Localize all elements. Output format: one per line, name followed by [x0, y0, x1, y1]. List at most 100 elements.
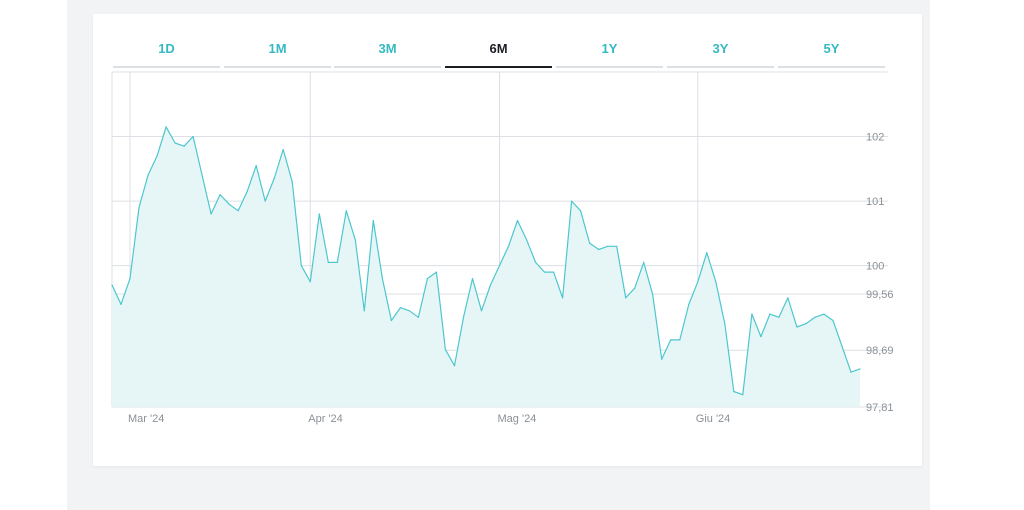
data-point [589, 242, 591, 244]
data-point [553, 271, 555, 273]
data-point [778, 316, 780, 318]
data-point [850, 371, 852, 373]
data-point [516, 219, 519, 222]
data-point [796, 326, 798, 328]
data-point [399, 307, 401, 309]
data-point [183, 145, 185, 147]
data-point [147, 174, 149, 176]
data-point [724, 323, 726, 325]
data-point [489, 284, 492, 286]
x-tick-label: Mag '24 [498, 413, 537, 425]
data-point [769, 313, 771, 315]
data-point [480, 310, 483, 312]
data-point [111, 284, 113, 286]
data-point [390, 319, 392, 322]
data-point [282, 148, 284, 151]
data-point [715, 281, 717, 283]
data-point [634, 287, 636, 289]
data-point [426, 278, 428, 280]
data-point [219, 194, 221, 196]
x-tick-label: Giu '24 [696, 413, 731, 425]
data-point [859, 368, 861, 370]
data-point [670, 339, 672, 341]
data-point [444, 349, 446, 351]
data-point [805, 323, 807, 325]
tab-6m[interactable]: 6M [445, 36, 552, 68]
data-point [408, 310, 410, 312]
data-point [580, 210, 582, 212]
data-point [760, 336, 762, 338]
data-point [688, 303, 690, 305]
data-point [174, 142, 176, 144]
data-point [733, 390, 735, 393]
data-point [571, 200, 573, 202]
data-point [507, 245, 510, 247]
data-point [255, 165, 257, 167]
data-point [832, 319, 834, 322]
data-point [291, 181, 293, 183]
data-point [652, 294, 654, 296]
data-point [616, 245, 618, 247]
tab-1y[interactable]: 1Y [556, 36, 663, 68]
data-point [787, 297, 789, 299]
data-point [417, 316, 419, 318]
data-point [706, 252, 708, 254]
data-point [192, 135, 194, 138]
data-point [742, 394, 744, 396]
y-tick-label: 98,69 [866, 345, 894, 357]
data-point [363, 310, 365, 312]
data-point [228, 203, 230, 205]
data-point [120, 303, 122, 305]
series-area [112, 126, 860, 408]
data-point [679, 339, 681, 341]
data-point [814, 316, 816, 318]
data-point [354, 239, 356, 241]
period-tabs: 1D 1M 3M 6M 1Y 3Y 5Y [113, 36, 889, 68]
data-point [841, 345, 843, 347]
data-point [562, 297, 564, 299]
data-point [471, 278, 474, 280]
data-point [526, 239, 528, 241]
data-point [535, 261, 537, 263]
data-point [435, 271, 437, 273]
data-point [544, 271, 546, 273]
data-point [210, 213, 212, 215]
data-point [264, 200, 266, 202]
tab-3m[interactable]: 3M [334, 36, 441, 68]
data-point [309, 281, 311, 283]
data-point [237, 210, 239, 212]
x-tick-label: Apr '24 [308, 413, 343, 425]
data-point [823, 313, 825, 315]
tab-5y[interactable]: 5Y [778, 36, 885, 68]
data-point [201, 174, 203, 176]
data-point [372, 219, 374, 222]
data-point [643, 261, 645, 263]
data-point [246, 190, 248, 192]
x-tick-label: Mar '24 [128, 413, 164, 425]
y-tick-label: 97,81 [866, 402, 894, 414]
data-point [498, 265, 501, 267]
data-point [156, 155, 158, 157]
data-point [453, 365, 456, 367]
data-point [327, 261, 329, 263]
data-point [598, 248, 600, 251]
tab-1m[interactable]: 1M [224, 36, 331, 68]
tab-1d[interactable]: 1D [113, 36, 220, 68]
data-point [661, 358, 663, 360]
data-point [625, 297, 627, 299]
data-point [273, 177, 275, 180]
data-point [607, 245, 609, 247]
y-tick-label: 100 [866, 261, 884, 273]
data-point [300, 265, 302, 267]
data-point [381, 278, 383, 280]
data-point [697, 281, 699, 283]
y-tick-label: 102 [866, 132, 884, 144]
data-point [336, 261, 338, 263]
data-point [138, 206, 140, 209]
series-line [111, 126, 861, 396]
data-point [165, 126, 167, 128]
data-point [462, 316, 465, 318]
tab-3y[interactable]: 3Y [667, 36, 774, 68]
y-tick-label: 101 [866, 196, 884, 208]
